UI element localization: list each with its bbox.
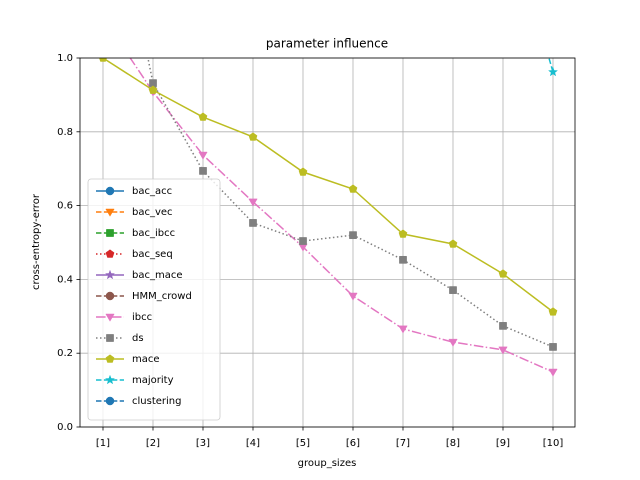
data-point [499, 322, 507, 330]
legend-swatch-marker [105, 313, 115, 322]
x-tick-label: [9] [496, 438, 510, 449]
chart-title: parameter influence [266, 37, 388, 51]
y-tick-label: 1.0 [57, 53, 73, 64]
legend-swatch-marker [105, 354, 115, 363]
x-tick-label: [8] [446, 438, 460, 449]
legend-label: bac_mace [132, 270, 183, 281]
data-point [348, 292, 358, 301]
legend-label: bac_seq [132, 249, 173, 260]
data-point [398, 325, 408, 334]
x-axis-label: group_sizes [298, 458, 357, 469]
y-tick-label: 0.6 [57, 201, 73, 212]
data-point [348, 184, 358, 193]
x-tick-label: [6] [346, 438, 360, 449]
y-tick-label: 0.2 [57, 348, 73, 359]
legend-swatch-marker [105, 291, 115, 301]
y-tick-label: 0.4 [57, 274, 73, 285]
legend-swatch-marker [106, 334, 114, 342]
legend-swatch-marker [105, 186, 115, 196]
data-point [448, 239, 458, 248]
data-point [349, 231, 357, 239]
data-point [498, 269, 508, 278]
legend-swatch-marker [106, 229, 114, 237]
legend-label: majority [132, 375, 174, 386]
data-point [99, 58, 107, 62]
legend-label: bac_vec [132, 207, 173, 218]
legend-label: bac_acc [132, 186, 172, 197]
data-point [449, 286, 457, 294]
series-line [129, 58, 554, 373]
data-point [498, 346, 508, 355]
y-axis-label: cross-entropy-error [31, 193, 42, 290]
x-tick-label: [7] [396, 438, 410, 449]
legend-label: bac_ibcc [132, 228, 175, 239]
legend-label: ds [132, 333, 144, 344]
data-point [398, 229, 408, 238]
series-line [102, 58, 554, 313]
legend-swatch-marker [105, 249, 115, 258]
legend: bac_acc bac_vec bac_ibcc bac_seq bac_mace HMM… [87, 178, 221, 421]
data-point [548, 368, 558, 377]
plot-frame [79, 57, 576, 428]
series-line [147, 58, 554, 348]
x-tick-label: [5] [296, 438, 310, 449]
plot-area [99, 58, 559, 377]
x-tick-label: [2] [146, 438, 160, 449]
data-point [298, 167, 308, 176]
data-point [547, 66, 559, 77]
legend-swatch-marker [105, 396, 115, 406]
y-tick-label: 0.0 [57, 422, 73, 433]
data-point [149, 79, 157, 87]
data-point [448, 338, 458, 347]
data-point [248, 132, 258, 141]
y-tick-label: 0.8 [57, 127, 73, 138]
data-point [549, 343, 557, 351]
data-point [148, 85, 158, 94]
x-tick-label: [3] [196, 438, 210, 449]
x-tick-label: [4] [246, 438, 260, 449]
legend-label: mace [132, 354, 160, 365]
x-tick-label: [1] [96, 438, 110, 449]
legend-label: clustering [132, 396, 181, 407]
legend-label: HMM_crowd [132, 291, 192, 302]
data-point [548, 307, 558, 316]
legend-swatch-marker [104, 374, 116, 385]
legend-label: ibcc [132, 312, 152, 323]
legend-swatch-marker [104, 269, 116, 280]
x-tick-label: [10] [543, 438, 564, 449]
data-point [198, 112, 208, 121]
data-point [399, 255, 407, 264]
legend-swatch-marker [105, 208, 115, 217]
data-point [199, 167, 207, 175]
data-point [248, 198, 258, 207]
data-point [299, 237, 307, 245]
data-point [249, 219, 257, 227]
data-point [198, 151, 208, 160]
